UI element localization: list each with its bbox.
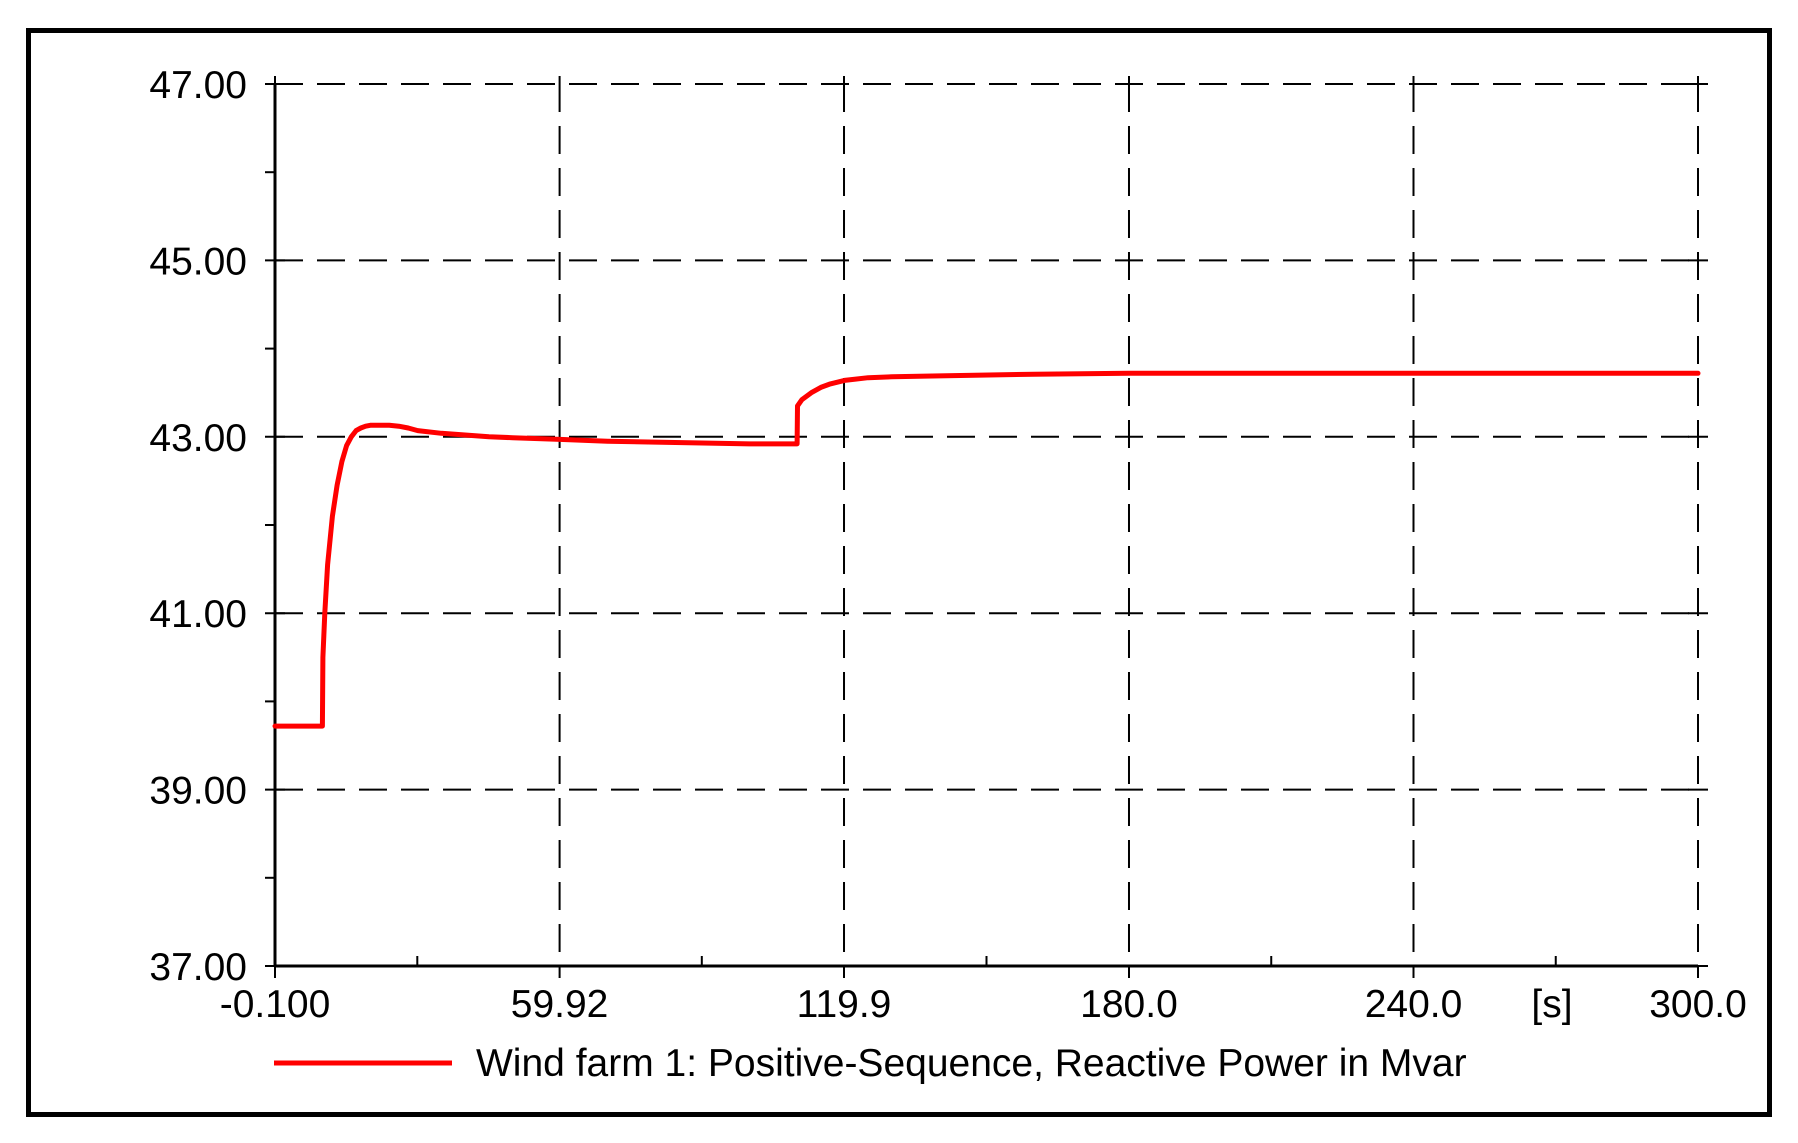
axes (273, 84, 1698, 968)
legend[interactable]: Wind farm 1: Positive-Sequence, Reactive… (274, 1042, 1467, 1085)
x-tick-label: 300.0 (1649, 983, 1747, 1026)
y-tick-label: 37.00 (149, 946, 247, 989)
y-tick-label: 39.00 (149, 770, 247, 813)
y-tick-label: 41.00 (149, 593, 247, 636)
y-tick-label: 45.00 (149, 240, 247, 283)
tick-labels: 37.00 39.00 41.00 43.00 45.00 47.00 -0.100 59.9… (149, 64, 1746, 1026)
y-tick-label: 47.00 (149, 64, 247, 107)
y-tick-label: 43.00 (149, 417, 247, 460)
x-tick-label: 240.0 (1365, 983, 1463, 1026)
x-tick-label: 180.0 (1080, 983, 1178, 1026)
legend-label: Wind farm 1: Positive-Sequence, Reactive… (476, 1042, 1467, 1085)
tick-marks (265, 76, 1708, 978)
series-layer (272, 370, 1701, 729)
x-tick-label: -0.100 (220, 983, 331, 1026)
chart-frame (26, 28, 1772, 1117)
x-tick-label: 59.92 (511, 983, 609, 1026)
x-tick-label: 119.9 (797, 983, 892, 1026)
series-line (272, 370, 1701, 729)
x-axis-unit-label: [s] (1531, 983, 1572, 1026)
grid-lines (275, 83, 1699, 966)
